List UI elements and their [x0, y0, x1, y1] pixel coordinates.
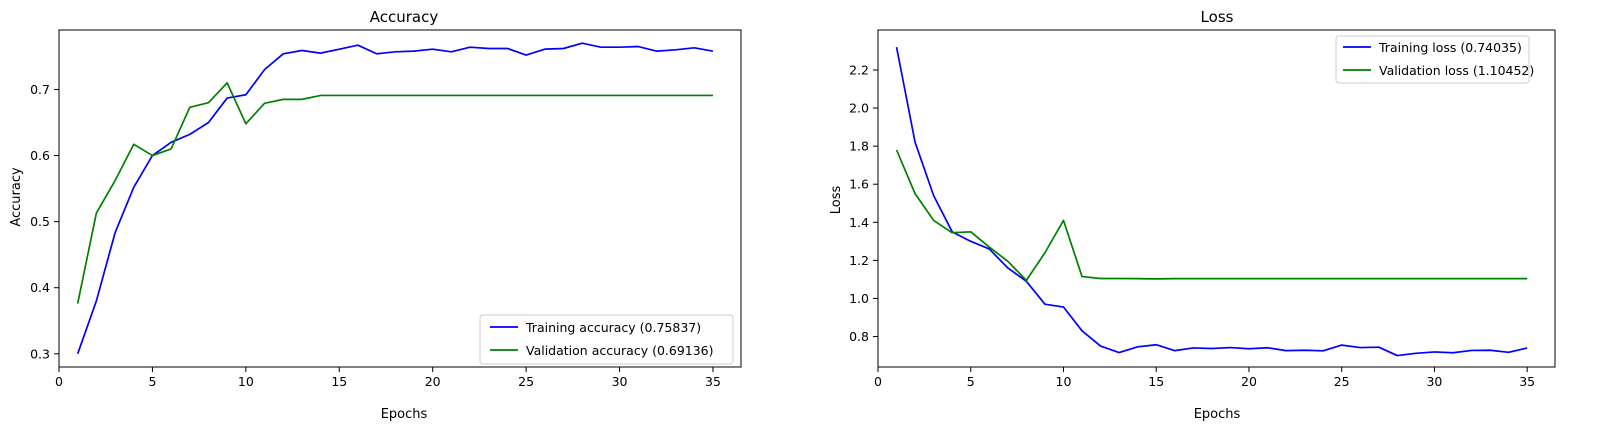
- accuracy-y-tick-label: 0.6: [30, 148, 50, 163]
- loss-legend-box: [1335, 35, 1530, 84]
- accuracy-x-tick-label: 15: [331, 374, 347, 389]
- loss-y-tick-label: 1.2: [849, 253, 869, 268]
- accuracy-chart-title: Accuracy: [370, 8, 439, 26]
- accuracy-y-tick-label: 0.4: [30, 280, 50, 295]
- loss-legend-label-validation: Validation loss (1.10452): [1379, 63, 1534, 78]
- accuracy-x-tick-label: 10: [238, 374, 254, 389]
- accuracy-ticks: 0 5 10 15 20 25 30 35 0.3 0.4 0.5 0.6 0.7: [30, 82, 721, 389]
- loss-plot-frame: [877, 29, 1556, 368]
- accuracy-legend-box: [479, 314, 734, 365]
- loss-chart: Loss Epochs Loss 0 5 10 15 20 25 30 35 0.8 1.0 1.2…: [829, 8, 1556, 422]
- loss-ticks: 0 5 10 15 20 25 30 35 0.8 1.0 1.2 1.4 1.6 1.8 2.0 2.2: [849, 62, 1535, 389]
- accuracy-y-axis-label: Accuracy: [9, 167, 24, 227]
- accuracy-series-lines: [76, 42, 714, 355]
- accuracy-chart: Accuracy Epochs Accuracy 0 5 10 15 20 25 30 350…: [9, 8, 742, 422]
- accuracy-x-tick-label: 0: [55, 374, 63, 389]
- accuracy-y-tick-label: 0.3: [30, 346, 50, 361]
- loss-legend: Training loss (0.74035) Validation loss …: [1335, 35, 1534, 84]
- accuracy-x-tick-label: 25: [518, 374, 534, 389]
- loss-series-line-training: [895, 46, 1528, 357]
- loss-y-tick-label: 1.8: [849, 139, 869, 154]
- accuracy-legend-label-training: Training accuracy (0.75837): [525, 320, 701, 335]
- loss-y-tick-label: 2.0: [849, 101, 869, 116]
- accuracy-x-tick-label: 30: [612, 374, 628, 389]
- loss-x-tick-label: 25: [1334, 374, 1350, 389]
- loss-x-tick-label: 10: [1056, 374, 1072, 389]
- loss-y-tick-label: 1.6: [849, 177, 869, 192]
- loss-x-tick-label: 30: [1426, 374, 1442, 389]
- accuracy-x-tick-label: 5: [148, 374, 156, 389]
- loss-chart-title: Loss: [1201, 8, 1234, 26]
- loss-series-line-validation: [895, 149, 1528, 282]
- loss-y-tick-label: 0.8: [849, 329, 869, 344]
- accuracy-plot-frame: [58, 29, 742, 368]
- accuracy-y-tick-label: 0.5: [30, 214, 50, 229]
- loss-legend-label-training: Training loss (0.74035): [1378, 40, 1522, 55]
- loss-x-axis-label: Epochs: [1194, 407, 1241, 422]
- accuracy-legend-label-validation: Validation accuracy (0.69136): [526, 343, 714, 358]
- loss-x-tick-label: 5: [967, 374, 975, 389]
- accuracy-x-axis-label: Epochs: [381, 407, 428, 422]
- accuracy-x-tick-label: 20: [425, 374, 441, 389]
- loss-x-tick-label: 35: [1519, 374, 1535, 389]
- loss-x-tick-label: 15: [1148, 374, 1164, 389]
- loss-y-axis-label: Loss: [829, 186, 844, 215]
- loss-x-tick-label: 20: [1241, 374, 1257, 389]
- accuracy-legend: Training accuracy (0.75837) Validation a…: [479, 314, 734, 365]
- loss-y-tick-label: 1.0: [849, 291, 869, 306]
- loss-series-lines: [895, 46, 1528, 357]
- accuracy-y-tick-label: 0.7: [30, 82, 50, 97]
- accuracy-x-tick-label: 35: [705, 374, 721, 389]
- accuracy-series-line-training: [76, 42, 714, 355]
- loss-x-tick-label: 0: [874, 374, 882, 389]
- accuracy-series-line-validation: [76, 82, 713, 304]
- loss-y-tick-label: 2.2: [849, 62, 869, 77]
- loss-y-tick-label: 1.4: [849, 215, 869, 230]
